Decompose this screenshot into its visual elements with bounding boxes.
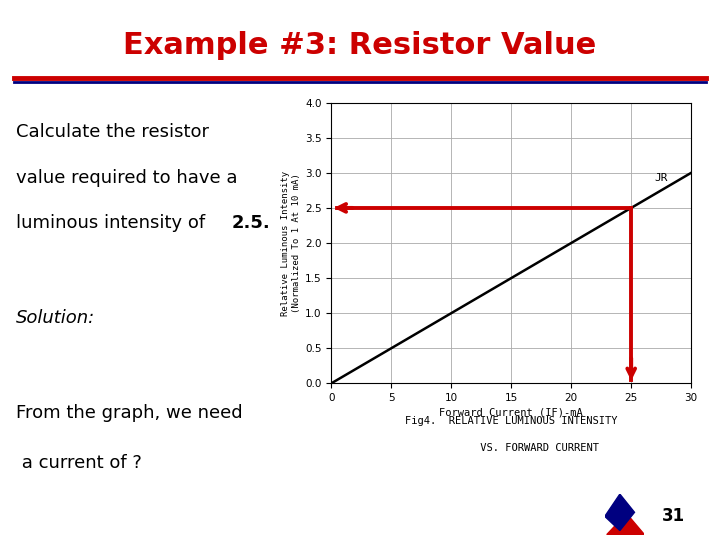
- Text: Calculate the resistor: Calculate the resistor: [16, 123, 209, 141]
- X-axis label: Forward Current (IF)-mA: Forward Current (IF)-mA: [439, 407, 583, 417]
- Text: From the graph, we need: From the graph, we need: [16, 404, 243, 422]
- Text: 31: 31: [662, 507, 685, 525]
- Y-axis label: Relative Luminous Intensity
(Normalized To 1 At 10 mA): Relative Luminous Intensity (Normalized …: [282, 171, 301, 315]
- Text: Example #3: Resistor Value: Example #3: Resistor Value: [123, 31, 597, 60]
- Text: Fig4.  RELATIVE LUMINOUS INTENSITY: Fig4. RELATIVE LUMINOUS INTENSITY: [405, 416, 618, 426]
- Polygon shape: [607, 514, 644, 535]
- Text: a current of ?: a current of ?: [16, 454, 142, 472]
- Polygon shape: [605, 494, 634, 530]
- Text: luminous intensity of: luminous intensity of: [16, 214, 211, 232]
- Text: JR: JR: [654, 173, 668, 183]
- Text: Solution:: Solution:: [16, 309, 95, 327]
- Text: value required to have a: value required to have a: [16, 168, 238, 187]
- Text: VS. FORWARD CURRENT: VS. FORWARD CURRENT: [423, 443, 599, 453]
- Text: 2.5.: 2.5.: [231, 214, 270, 232]
